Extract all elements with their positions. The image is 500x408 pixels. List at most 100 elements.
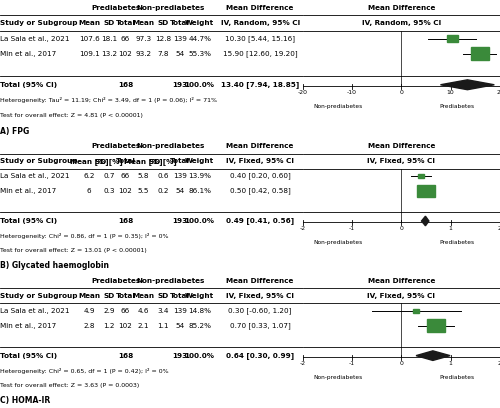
Text: Mean Difference: Mean Difference — [368, 278, 435, 284]
Text: SD: SD — [104, 20, 115, 26]
Text: 0.70 [0.33, 1.07]: 0.70 [0.33, 1.07] — [230, 322, 290, 329]
Text: 5.8: 5.8 — [138, 173, 149, 179]
Text: 12.8: 12.8 — [156, 35, 172, 42]
Text: Mean: Mean — [78, 20, 100, 26]
Text: Heterogeneity: Tau² = 11.19; Chi² = 3.49, df = 1 (P = 0.06); I² = 71%: Heterogeneity: Tau² = 11.19; Chi² = 3.49… — [0, 97, 218, 103]
Text: Total (95% CI): Total (95% CI) — [0, 218, 58, 224]
Text: Heterogeneity: Chi² = 0.65, df = 1 (P = 0.42); I² = 0%: Heterogeneity: Chi² = 0.65, df = 1 (P = … — [0, 368, 169, 374]
Text: Test for overall effect: Z = 3.63 (P = 0.0003): Test for overall effect: Z = 3.63 (P = 0… — [0, 383, 140, 388]
Text: 54: 54 — [176, 188, 184, 194]
Text: 13.9%: 13.9% — [188, 173, 211, 179]
Text: 0.6: 0.6 — [158, 173, 169, 179]
Text: 0.40 [0.20, 0.60]: 0.40 [0.20, 0.60] — [230, 173, 290, 180]
Bar — [413, 308, 420, 313]
Text: 0.50 [0.42, 0.58]: 0.50 [0.42, 0.58] — [230, 188, 290, 195]
Text: IV, Fixed, 95% CI: IV, Fixed, 95% CI — [367, 158, 435, 164]
Text: La Sala et al., 2021: La Sala et al., 2021 — [0, 308, 70, 314]
Text: Heterogeneity: Chi² = 0.86, df = 1 (P = 0.35); I² = 0%: Heterogeneity: Chi² = 0.86, df = 1 (P = … — [0, 233, 169, 239]
Text: 55.3%: 55.3% — [188, 51, 211, 57]
Text: Test for overall effect: Z = 4.81 (P < 0.00001): Test for overall effect: Z = 4.81 (P < 0… — [0, 113, 143, 118]
Text: 10: 10 — [447, 90, 454, 95]
Text: 0.64 [0.30, 0.99]: 0.64 [0.30, 0.99] — [226, 352, 294, 359]
Text: -2: -2 — [300, 361, 306, 366]
Text: 139: 139 — [173, 308, 187, 314]
Text: 100.0%: 100.0% — [184, 353, 214, 359]
Text: La Sala et al., 2021: La Sala et al., 2021 — [0, 173, 70, 179]
Text: La Sala et al., 2021: La Sala et al., 2021 — [0, 35, 70, 42]
Text: 168: 168 — [118, 218, 133, 224]
Text: Min et al., 2017: Min et al., 2017 — [0, 51, 56, 57]
Text: 10.30 [5.44, 15.16]: 10.30 [5.44, 15.16] — [225, 35, 295, 42]
Text: 107.6: 107.6 — [79, 35, 100, 42]
Text: Total (95% CI): Total (95% CI) — [0, 353, 58, 359]
Text: -20: -20 — [298, 90, 308, 95]
Text: 102: 102 — [118, 188, 132, 194]
Text: Weight: Weight — [185, 158, 214, 164]
Text: 193: 193 — [172, 353, 188, 359]
Text: 13.2: 13.2 — [101, 51, 117, 57]
Text: 3.4: 3.4 — [158, 308, 169, 314]
Text: Non-prediabetes: Non-prediabetes — [136, 5, 205, 11]
Text: 7.8: 7.8 — [158, 51, 169, 57]
Text: IV, Fixed, 95% CI: IV, Fixed, 95% CI — [367, 293, 435, 299]
Text: 20: 20 — [496, 90, 500, 95]
Text: 66: 66 — [121, 308, 130, 314]
Text: Prediabetes: Prediabetes — [92, 5, 141, 11]
Bar — [426, 319, 445, 332]
Text: 139: 139 — [173, 35, 187, 42]
Text: 4.6: 4.6 — [138, 308, 149, 314]
Text: Mean: Mean — [78, 293, 100, 299]
Text: 66: 66 — [121, 173, 130, 179]
Text: 193: 193 — [172, 218, 188, 224]
Text: Test for overall effect: Z = 13.01 (P < 0.00001): Test for overall effect: Z = 13.01 (P < … — [0, 248, 147, 253]
Text: 1: 1 — [448, 226, 452, 231]
Text: Total: Total — [116, 293, 136, 299]
Text: 168: 168 — [118, 353, 133, 359]
Text: Mean [%]: Mean [%] — [124, 157, 163, 165]
Text: 2.9: 2.9 — [103, 308, 115, 314]
Text: 0.3: 0.3 — [103, 188, 115, 194]
Bar — [416, 185, 435, 197]
Text: 0: 0 — [400, 361, 403, 366]
Text: -10: -10 — [347, 90, 357, 95]
Text: 1.2: 1.2 — [103, 323, 115, 329]
Bar — [470, 47, 489, 60]
Text: 100.0%: 100.0% — [184, 82, 214, 88]
Text: -1: -1 — [349, 361, 355, 366]
Text: Mean: Mean — [132, 20, 155, 26]
Text: SD [%]: SD [%] — [95, 157, 123, 165]
Text: 193: 193 — [172, 82, 188, 88]
Text: 0: 0 — [400, 90, 403, 95]
Text: 2: 2 — [498, 361, 500, 366]
Text: -1: -1 — [349, 226, 355, 231]
Text: 86.1%: 86.1% — [188, 188, 211, 194]
Text: 54: 54 — [176, 51, 184, 57]
Text: Min et al., 2017: Min et al., 2017 — [0, 323, 56, 329]
Text: Non-prediabetes: Non-prediabetes — [314, 375, 362, 379]
Text: 5.5: 5.5 — [138, 188, 149, 194]
Text: -2: -2 — [300, 226, 306, 231]
Text: Total: Total — [170, 158, 190, 164]
Text: Prediabetes: Prediabetes — [92, 143, 141, 149]
Text: Study or Subgroup: Study or Subgroup — [0, 293, 78, 299]
Text: 0: 0 — [400, 226, 403, 231]
Text: 4.9: 4.9 — [84, 308, 95, 314]
Text: 6: 6 — [87, 188, 92, 194]
Text: Prediabetes: Prediabetes — [439, 104, 474, 109]
Text: 97.3: 97.3 — [136, 35, 152, 42]
Text: Total: Total — [116, 20, 136, 26]
Text: 100.0%: 100.0% — [184, 218, 214, 224]
Text: 139: 139 — [173, 173, 187, 179]
Text: Non-prediabetes: Non-prediabetes — [314, 104, 362, 109]
Text: Non-prediabetes: Non-prediabetes — [314, 240, 362, 245]
Text: Prediabetes: Prediabetes — [439, 240, 474, 245]
Text: Total: Total — [170, 293, 190, 299]
Text: IV, Fixed, 95% CI: IV, Fixed, 95% CI — [226, 158, 294, 164]
Polygon shape — [440, 80, 494, 90]
Bar — [418, 174, 424, 178]
Text: 66: 66 — [121, 35, 130, 42]
Text: Mean Difference: Mean Difference — [368, 5, 435, 11]
Text: SD: SD — [104, 293, 115, 299]
Bar — [446, 35, 458, 42]
Text: 13.40 [7.94, 18.85]: 13.40 [7.94, 18.85] — [221, 81, 300, 88]
